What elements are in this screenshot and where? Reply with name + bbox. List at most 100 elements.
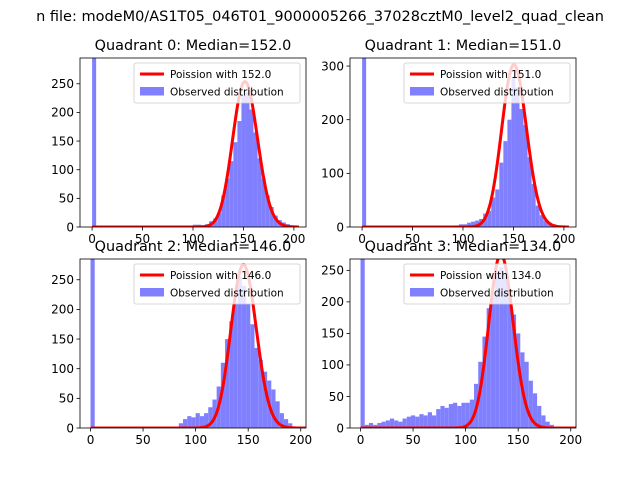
- histogram-bar: [486, 308, 491, 428]
- histogram-bar: [195, 413, 200, 428]
- x-tick-label: 200: [559, 433, 582, 447]
- x-tick-label: 50: [405, 433, 420, 447]
- histogram-bar: [511, 314, 517, 428]
- legend: Poission with 151.0 Observed distribution: [403, 62, 571, 104]
- y-tick-label: 100: [51, 362, 74, 376]
- histogram-bar: [515, 87, 520, 227]
- x-tick-label: 0: [88, 232, 96, 246]
- legend-observed-label: Observed distribution: [440, 87, 554, 99]
- y-tick-label: 250: [51, 77, 74, 91]
- histogram-bar: [265, 195, 270, 227]
- legend-box: [133, 62, 301, 104]
- histogram-bar: [532, 393, 538, 428]
- x-tick-label: 150: [237, 433, 260, 447]
- histogram-bar: [467, 222, 472, 227]
- histogram-bar: [225, 339, 230, 428]
- subplot-title: Quadrant 1: Median=151.0: [365, 38, 562, 54]
- histogram-bar: [262, 371, 268, 428]
- histogram-bar: [440, 405, 445, 428]
- histogram-bar: [519, 108, 524, 227]
- figure-title: n file: modeM0/AS1T05_046T01_9000005266_…: [36, 9, 604, 25]
- histogram-bar: [389, 418, 395, 428]
- histogram-bar: [288, 423, 293, 428]
- x-tick-label: 150: [507, 433, 530, 447]
- histogram-bar: [495, 270, 500, 428]
- y-tick-label: 250: [51, 273, 74, 287]
- histogram-bar: [427, 412, 432, 428]
- x-tick-label: 150: [502, 232, 525, 246]
- histogram-bar: [491, 197, 496, 227]
- histogram-bar: [535, 205, 540, 227]
- histogram-bar: [406, 416, 411, 428]
- x-tick-label: 50: [135, 232, 150, 246]
- legend-box: [133, 263, 301, 305]
- plot-area: [90, 259, 306, 428]
- poisson-fit-line: [360, 259, 576, 428]
- histogram-bar: [453, 402, 458, 428]
- histogram-bar: [539, 215, 544, 227]
- histogram-bar: [448, 404, 454, 428]
- y-tick-label: 100: [321, 358, 344, 372]
- histogram-bar: [516, 333, 521, 428]
- histogram-bar: [431, 415, 437, 428]
- histogram-bar: [543, 220, 548, 227]
- x-tick-label: 100: [454, 433, 477, 447]
- histogram-bar: [237, 121, 242, 227]
- histogram-bar: [279, 413, 284, 428]
- subplot-title: Quadrant 0: Median=152.0: [95, 38, 292, 54]
- histogram-bar: [241, 285, 247, 428]
- legend-fit-label: Poission with 152.0: [170, 69, 271, 81]
- histogram-bar: [503, 141, 508, 227]
- legend-fit-label: Poission with 151.0: [440, 69, 541, 81]
- histogram-bar: [250, 324, 255, 428]
- histogram-bar: [246, 303, 251, 428]
- legend-observed-swatch: [410, 87, 434, 96]
- histogram-bar: [469, 399, 475, 428]
- histogram-bar: [465, 402, 470, 428]
- histogram-bar: [183, 419, 188, 428]
- histogram-bar: [531, 184, 536, 227]
- histogram-bar: [499, 162, 504, 227]
- subplot-quadrant-3: 0 50 100 150 200 0 50 100 150 200 250 Quadrant 3: M…: [321, 239, 582, 447]
- y-tick-label: 50: [59, 392, 74, 406]
- histogram-bar: [241, 95, 246, 227]
- histogram-bar: [495, 189, 500, 227]
- histogram-bar: [249, 109, 254, 227]
- histogram-bar: [528, 380, 533, 428]
- histogram-bar: [221, 195, 226, 227]
- subplot-title: Quadrant 3: Median=134.0: [365, 239, 562, 255]
- x-tick-label: 150: [232, 232, 255, 246]
- x-tick-label: 200: [289, 433, 312, 447]
- histogram-bar: [410, 415, 416, 428]
- legend-fit-label: Poission with 146.0: [170, 270, 271, 282]
- histogram-bar: [283, 419, 289, 428]
- histogram-bar: [507, 289, 512, 428]
- histogram-bar: [90, 259, 95, 428]
- histogram-bar: [507, 119, 512, 227]
- histogram-bar: [229, 321, 234, 428]
- histogram-bar: [487, 210, 492, 227]
- histogram-bar: [225, 178, 230, 227]
- histogram-bar: [527, 157, 532, 227]
- legend: Poission with 134.0 Observed distribution: [403, 263, 571, 305]
- histogram-bar: [245, 92, 250, 227]
- y-tick-label: 50: [329, 390, 344, 404]
- y-tick-label: 200: [321, 113, 344, 127]
- y-tick-label: 0: [336, 421, 344, 435]
- y-tick-label: 200: [321, 295, 344, 309]
- histogram-bar: [360, 259, 365, 428]
- legend-observed-label: Observed distribution: [170, 87, 284, 99]
- legend: Poission with 146.0 Observed distribution: [133, 263, 301, 305]
- plot-area: [361, 58, 570, 227]
- legend-observed-swatch: [140, 87, 164, 96]
- histogram-bar: [191, 417, 196, 428]
- histogram-bar: [233, 142, 238, 227]
- y-tick-label: 150: [51, 332, 74, 346]
- histogram-bar: [381, 421, 386, 428]
- histogram-bar: [213, 218, 218, 227]
- histogram-bar: [253, 132, 258, 227]
- legend-observed-swatch: [140, 288, 164, 297]
- histogram-bar: [385, 420, 390, 428]
- histogram-bar: [499, 267, 504, 428]
